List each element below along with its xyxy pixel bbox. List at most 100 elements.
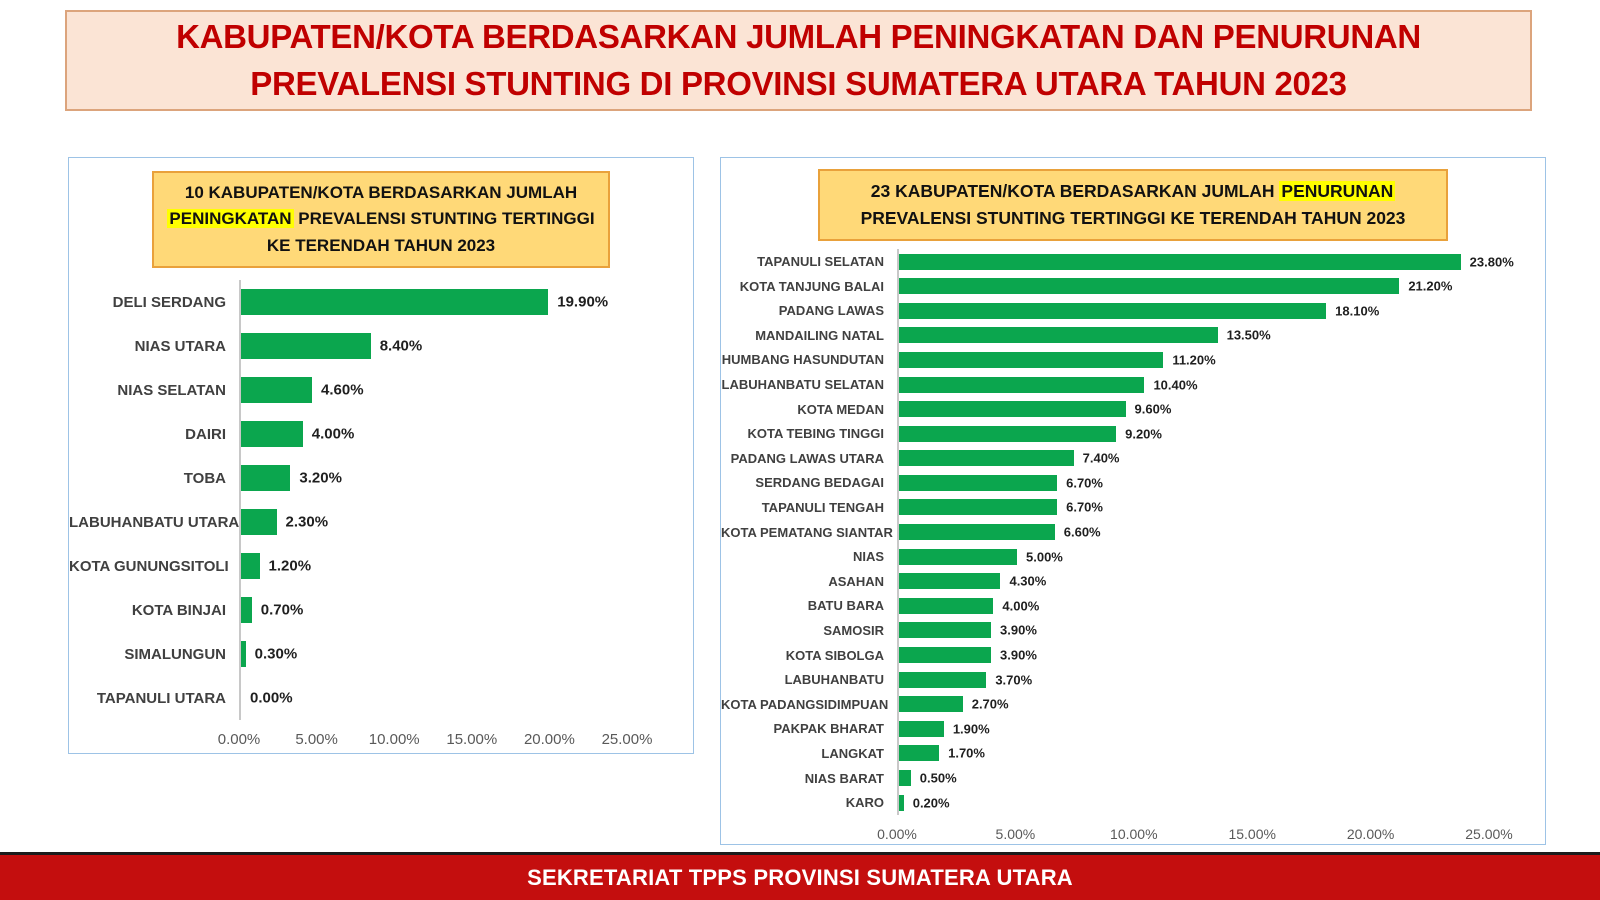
data-label: 3.90%: [1000, 622, 1037, 638]
plot-area: 7.40%: [897, 446, 1489, 471]
category-label: TAPANULI SELATAN: [757, 254, 884, 270]
bar: [899, 770, 911, 787]
plot-area: 10.40%: [897, 372, 1489, 397]
bar-row: NIAS SELATAN 4.60%: [69, 368, 693, 413]
x-tick-label: 5.00%: [295, 731, 338, 749]
x-tick-label: 15.00%: [446, 731, 498, 749]
category-label: SIMALUNGUN: [124, 645, 226, 663]
bar: [899, 278, 1400, 295]
plot-area: 2.30%: [239, 500, 627, 545]
bar: [899, 302, 1327, 319]
plot-area: 0.30%: [239, 632, 627, 677]
data-label: 3.70%: [995, 672, 1033, 688]
plot-area: 19.90%: [239, 280, 627, 325]
data-label: 0.50%: [919, 770, 957, 786]
plot-area: 6.70%: [897, 495, 1489, 520]
bar-row: BATU BARA 4.00%: [721, 593, 1545, 619]
plot-area: 4.00%: [897, 593, 1489, 619]
data-label: 8.40%: [379, 337, 423, 355]
plot-area: 23.80%: [897, 249, 1514, 274]
plot-area: 9.20%: [897, 421, 1489, 446]
bar: [899, 622, 992, 639]
bar: [899, 327, 1218, 344]
data-label: 6.60%: [1063, 524, 1101, 540]
x-tick-label: 15.00%: [1228, 825, 1276, 842]
bar: [241, 465, 291, 492]
category-label: KOTA TEBING TINGGI: [747, 426, 885, 442]
bar: [899, 425, 1117, 442]
plot-area: 3.70%: [897, 667, 1489, 692]
plot-area: 1.20%: [239, 544, 627, 589]
bar: [899, 351, 1164, 368]
plot-area: 0.50%: [897, 765, 1489, 791]
data-label: 3.90%: [1000, 647, 1037, 663]
category-label: DELI SERDANG: [112, 293, 226, 311]
bar-row: KOTA SIBOLGA 3.90%: [721, 642, 1545, 668]
category-label: KOTA SIBOLGA: [785, 647, 884, 663]
increase-chart-panel: 10 KABUPATEN/KOTA BERDASARKAN JUMLAH PEN…: [68, 157, 694, 754]
bar: [241, 641, 246, 668]
category-label: SAMOSIR: [823, 622, 884, 638]
category-label: PADANG LAWAS: [778, 303, 884, 319]
x-tick-label: 0.00%: [217, 731, 261, 749]
plot-area: 5.00%: [897, 544, 1489, 569]
category-label: LANGKAT: [821, 745, 884, 761]
category-label: KOTA TANJUNG BALAI: [739, 278, 884, 294]
bar-rows: DELI SERDANG 19.90% NIAS UTARA 8.40% NIAS SE…: [69, 280, 693, 721]
bar: [899, 376, 1145, 393]
bar: [899, 524, 1055, 541]
x-tick-label: 20.00%: [1346, 825, 1395, 842]
category-label: LABUHANBATU: [784, 672, 884, 688]
data-label: 18.10%: [1335, 303, 1380, 319]
data-label: 5.00%: [1026, 549, 1063, 565]
bar: [899, 474, 1058, 491]
increase-chart-title-highlight: PENINGKATAN: [167, 209, 294, 229]
data-label: 0.20%: [912, 795, 950, 811]
bar-row: KOTA PEMATANG SIANTAR 6.60%: [721, 519, 1545, 545]
plot-area: 4.30%: [897, 568, 1489, 594]
category-label: PAKPAK BHARAT: [773, 721, 885, 737]
data-label: 1.90%: [952, 721, 990, 737]
data-label: 9.60%: [1134, 401, 1172, 417]
x-tick-label: 5.00%: [995, 825, 1036, 842]
plot-area: 3.20%: [239, 456, 627, 501]
plot-area: 3.90%: [897, 642, 1489, 668]
bar-row: HUMBANG HASUNDUTAN 11.20%: [721, 347, 1545, 373]
category-label: ASAHAN: [828, 573, 884, 589]
data-label: 10.40%: [1153, 377, 1198, 393]
bar-row: SAMOSIR 3.90%: [721, 618, 1545, 643]
plot-area: 0.20%: [897, 790, 1489, 815]
bar-row: DELI SERDANG 19.90%: [69, 280, 693, 325]
category-label: MANDAILING NATAL: [755, 327, 884, 343]
bar-row: PADANG LAWAS UTARA 7.40%: [721, 446, 1545, 471]
bar: [241, 289, 549, 316]
data-label: 6.70%: [1066, 499, 1103, 515]
x-tick-label: 25.00%: [1465, 825, 1513, 842]
plot-area: 8.40%: [239, 324, 627, 369]
x-axis: 0.00% 5.00% 10.00% 15.00% 20.00% 25.00%: [218, 720, 653, 752]
decrease-chart-title-prefix: 23 KABUPATEN/KOTA BERDASARKAN JUMLAH: [870, 181, 1280, 201]
decrease-bar-chart: TAPANULI SELATAN 23.80% KOTA TANJUNG BALAI…: [721, 249, 1545, 847]
slide-title: KABUPATEN/KOTA BERDASARKAN JUMLAH PENING…: [176, 17, 1421, 102]
data-label: 19.90%: [557, 293, 609, 311]
bar: [899, 745, 940, 762]
category-label: SERDANG BEDAGAI: [755, 475, 884, 491]
data-label: 1.70%: [948, 745, 985, 761]
bar-row: KOTA BINJAI 0.70%: [69, 588, 693, 633]
bar: [241, 421, 303, 448]
bar-row: KARO 0.20%: [721, 790, 1545, 815]
bar-row: SERDANG BEDAGAI 6.70%: [721, 470, 1545, 496]
data-label: 4.60%: [321, 381, 364, 399]
bar-row: ASAHAN 4.30%: [721, 568, 1545, 594]
bar: [899, 253, 1461, 270]
category-label: NIAS: [852, 549, 884, 565]
bar: [241, 509, 277, 536]
plot-area: 11.20%: [897, 347, 1489, 373]
increase-chart-title-suffix: PREVALENSI STUNTING TERTINGGI KE TERENDA…: [266, 209, 595, 255]
data-label: 4.30%: [1009, 573, 1047, 589]
category-label: NIAS BARAT: [804, 770, 884, 786]
data-label: 2.30%: [285, 513, 329, 531]
category-label: NIAS UTARA: [134, 337, 226, 355]
decrease-chart-title: 23 KABUPATEN/KOTA BERDASARKAN JUMLAH PEN…: [818, 169, 1448, 242]
plot-area: 9.60%: [897, 396, 1489, 422]
